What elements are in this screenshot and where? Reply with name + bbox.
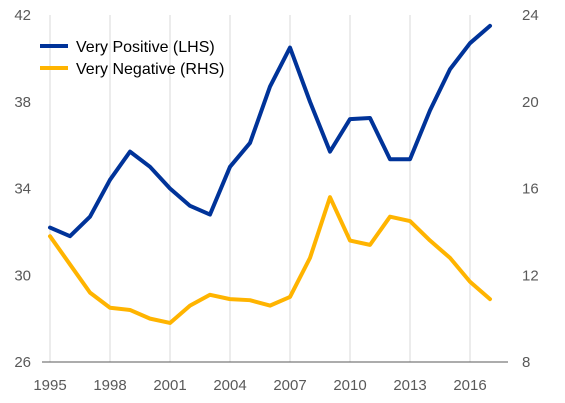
left-tick-label-26: 26 — [14, 354, 31, 371]
x-tick-label-2010: 2010 — [333, 377, 366, 394]
right-tick-label-16: 16 — [522, 181, 539, 198]
left-axis-tick-labels: 26 30 34 38 42 — [14, 7, 31, 371]
x-tick-label-2004: 2004 — [213, 377, 246, 394]
right-tick-label-20: 20 — [522, 94, 539, 111]
legend-label-very-negative: Very Negative (RHS) — [76, 61, 225, 78]
x-tick-label-2007: 2007 — [273, 377, 306, 394]
series — [48, 23, 492, 325]
x-tick-label-1995: 1995 — [33, 377, 66, 394]
x-tick-label-2001: 2001 — [153, 377, 186, 394]
legend: Very Positive (LHS) Very Negative (RHS) — [40, 39, 225, 78]
legend-item-very-positive: Very Positive (LHS) — [40, 39, 215, 56]
legend-label-very-positive: Very Positive (LHS) — [76, 39, 215, 56]
left-tick-label-30: 30 — [14, 267, 31, 284]
x-tick-label-1998: 1998 — [93, 377, 126, 394]
series-line-very-positive — [48, 23, 492, 239]
left-tick-label-42: 42 — [14, 7, 31, 24]
right-tick-label-8: 8 — [522, 354, 530, 371]
x-axis-tick-labels: 1995 1998 2001 2004 2007 2010 2013 2016 — [33, 377, 486, 394]
legend-item-very-negative: Very Negative (RHS) — [40, 61, 225, 78]
left-tick-label-34: 34 — [14, 181, 31, 198]
right-axis-tick-labels: 8 12 16 20 24 — [522, 7, 539, 371]
right-tick-label-24: 24 — [522, 7, 539, 24]
x-tick-label-2013: 2013 — [393, 377, 426, 394]
left-tick-label-38: 38 — [14, 94, 31, 111]
right-tick-label-12: 12 — [522, 267, 539, 284]
series-line-very-negative — [48, 195, 492, 325]
x-tick-label-2016: 2016 — [453, 377, 486, 394]
